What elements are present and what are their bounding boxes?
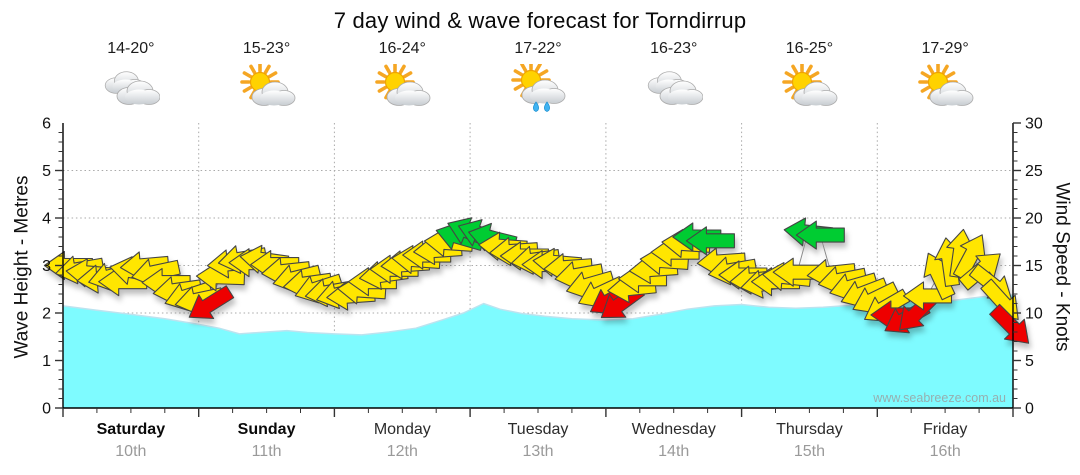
weather-icon-partly-sunny: [918, 64, 974, 106]
cloud-shape: [659, 80, 703, 105]
day-temperature: 17-22°: [514, 40, 562, 57]
weather-icon-cloudy: [104, 71, 160, 105]
wind-tick-label: 5: [1025, 353, 1034, 370]
wave-tick-label: 1: [42, 353, 51, 370]
day-labels-row: Saturday 10th Sunday 11th Monday 12th Tuesd…: [63, 421, 1013, 461]
day-date: 15th: [793, 443, 826, 460]
day-date: 14th: [658, 443, 690, 460]
day-name: Sunday: [237, 421, 296, 438]
cloud-shape: [929, 81, 974, 106]
wave-tick-label: 5: [42, 163, 51, 180]
weather-icon-cloudy: [647, 71, 703, 105]
wind-speed-axis-label: Wind Speed - Knots: [1051, 182, 1073, 352]
day-summary-friday: 17-29°: [877, 40, 1013, 114]
wind-arrow: [685, 226, 735, 256]
day-summary-sunday: 15-23°: [199, 40, 335, 114]
cloud-shape: [116, 80, 160, 105]
wind-arrow: [188, 285, 235, 320]
weather-icon-showers: [511, 64, 566, 112]
day-name: Tuesday: [507, 421, 569, 438]
day-name: Friday: [922, 421, 968, 438]
wind-tick-label: 20: [1025, 211, 1043, 228]
day-name: Thursday: [776, 421, 843, 438]
day-date: 10th: [115, 443, 147, 460]
wind-tick-label: 0: [1025, 401, 1034, 418]
wind-arrow: [772, 257, 822, 287]
wave-height-line: [62, 294, 1014, 336]
wind-tick-label: 30: [1025, 116, 1043, 133]
wind-tick-label: 10: [1025, 306, 1043, 323]
day-summary-thursday: 16-25°: [742, 40, 878, 114]
day-temperature: 16-23°: [650, 40, 698, 57]
wave-tick-label: 0: [42, 401, 51, 418]
day-temperature: 17-29°: [921, 40, 969, 57]
day-name: Saturday: [96, 421, 166, 438]
wave-tick-label: 3: [42, 258, 51, 275]
day-axis-label-saturday: Saturday 10th: [63, 421, 199, 461]
wave-height-axis-label: Wave Height - Metres: [11, 175, 33, 359]
cloud-shape: [521, 79, 566, 104]
wave-tick-label: 6: [42, 116, 51, 133]
raindrop-shape: [533, 101, 539, 112]
wave-tick-label: 2: [42, 306, 51, 323]
raindrop-shape: [544, 101, 550, 112]
day-temperature: 15-23°: [242, 40, 291, 57]
wave-tick-label: 4: [42, 211, 51, 228]
day-date: 13th: [522, 443, 554, 460]
day-temperature: 16-25°: [785, 40, 834, 57]
watermark: www.seabreeze.com.au: [872, 391, 1006, 405]
wave-height-area: [63, 295, 1013, 408]
wind-tick-label: 15: [1025, 258, 1043, 275]
day-axis-label-tuesday: Tuesday 13th: [470, 421, 606, 461]
day-axis-label-wednesday: Wednesday 14th: [606, 421, 742, 461]
day-temperature: 16-24°: [378, 40, 426, 57]
cloud-shape: [386, 81, 431, 106]
daily-summary-row: 14-20° 15-23° 16-24°: [63, 40, 1013, 114]
cloud-shape: [794, 81, 838, 106]
day-temperature: 14-20°: [107, 40, 155, 57]
day-date: 11th: [251, 443, 282, 460]
day-summary-saturday: 14-20°: [63, 40, 199, 114]
day-summary-wednesday: 16-23°: [606, 40, 742, 114]
day-date: 16th: [929, 443, 961, 460]
day-axis-label-friday: Friday 16th: [877, 421, 1013, 461]
day-date: 12th: [386, 443, 418, 460]
day-name: Wednesday: [631, 421, 716, 438]
page-title: 7 day wind & wave forecast for Torndirru…: [333, 8, 747, 33]
wind-arrow: [795, 220, 845, 250]
day-name: Monday: [373, 421, 431, 438]
weather-icon-partly-sunny: [239, 64, 295, 106]
cloud-shape: [251, 81, 295, 106]
day-axis-label-thursday: Thursday 15th: [742, 421, 878, 461]
weather-icon-partly-sunny: [375, 64, 431, 106]
weather-icon-partly-sunny: [782, 64, 838, 106]
wind-tick-label: 25: [1025, 163, 1043, 180]
day-summary-monday: 16-24°: [334, 40, 470, 114]
day-summary-tuesday: 17-22°: [470, 40, 606, 114]
day-axis-label-monday: Monday 12th: [334, 421, 470, 461]
day-axis-label-sunday: Sunday 11th: [199, 421, 335, 461]
